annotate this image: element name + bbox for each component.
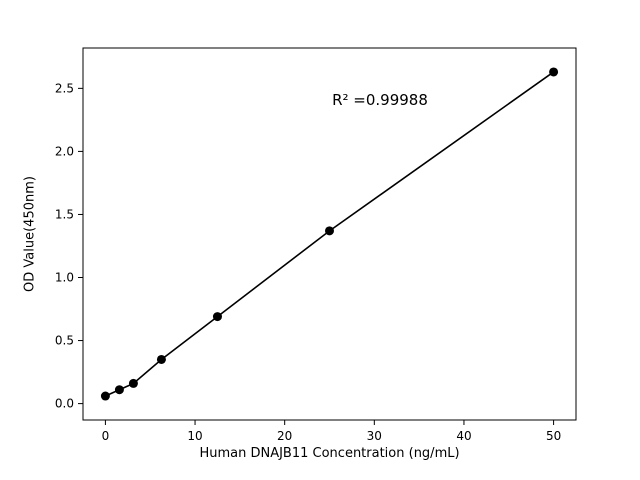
data-point bbox=[156, 354, 166, 364]
x-axis-label: Human DNAJB11 Concentration (ng/mL) bbox=[199, 446, 460, 461]
y-tick-label: 2.0 bbox=[55, 144, 74, 158]
plot-frame bbox=[82, 47, 577, 421]
data-point bbox=[114, 385, 124, 395]
data-point bbox=[212, 312, 222, 322]
y-tick-label: 0.0 bbox=[55, 397, 74, 411]
y-tick-label: 1.5 bbox=[55, 207, 74, 221]
x-tick-label: 20 bbox=[277, 429, 292, 443]
r-squared-annotation: R² =0.99988 bbox=[332, 91, 428, 109]
data-point bbox=[325, 226, 334, 236]
data-point bbox=[128, 378, 138, 388]
x-tick-label: 10 bbox=[187, 429, 202, 443]
y-tick-label: 2.5 bbox=[55, 81, 74, 95]
data-point bbox=[100, 391, 110, 401]
y-axis-label: OD Value(450nm) bbox=[22, 176, 38, 292]
x-tick-label: 30 bbox=[367, 429, 382, 443]
x-tick-label: 50 bbox=[546, 429, 561, 443]
y-tick-label: 0.5 bbox=[55, 334, 74, 348]
x-tick-label: 40 bbox=[456, 429, 471, 443]
data-point bbox=[549, 67, 559, 77]
y-tick-label: 1.0 bbox=[55, 271, 74, 285]
x-tick-label: 0 bbox=[102, 429, 110, 443]
